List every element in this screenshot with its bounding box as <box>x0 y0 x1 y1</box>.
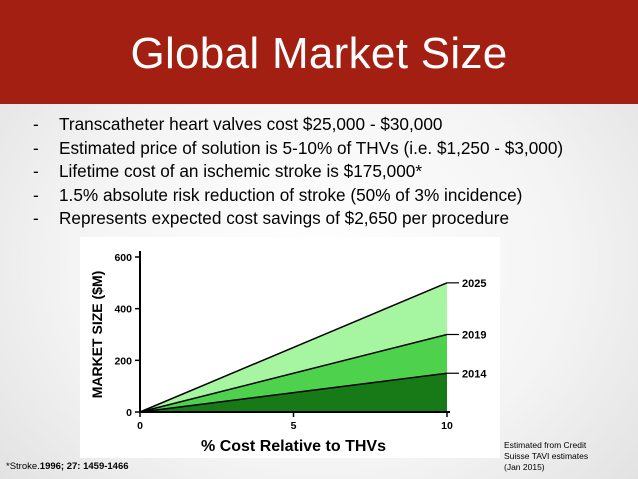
series-label-2019: 2019 <box>462 330 486 342</box>
bullet-item: - Transcatheter heart valves cost $25,000… <box>33 113 563 137</box>
bullet-text: Estimated price of solution is 5-10% of … <box>59 137 564 158</box>
x-tick-label: 10 <box>441 420 453 432</box>
bullet-item: - Represents expected cost savings of $2,… <box>33 207 563 231</box>
bullet-item: - Lifetime cost of an ischemic stroke is … <box>33 160 563 184</box>
bullet-marker: - <box>33 114 39 134</box>
series-label-2025: 2025 <box>462 278 486 290</box>
bullet-marker: - <box>33 208 39 229</box>
series-line-2014 <box>139 372 448 413</box>
bullet-item: - Estimated price of solution is 5-10% of… <box>33 137 563 161</box>
bullet-text: Lifetime cost of an ischemic stroke is $… <box>59 161 423 182</box>
footnote: *Stroke.1996; 27: 1459-1466 <box>6 461 129 472</box>
bullet-marker: - <box>33 184 39 205</box>
bullet-marker: - <box>33 137 39 158</box>
series-line-2019 <box>139 333 448 413</box>
bullet-text: 1.5% absolute risk reduction of stroke (… <box>59 184 523 205</box>
series-label-2014: 2014 <box>462 368 487 380</box>
chart-svg: 0 200 400 600 0 5 10 2025 2019 2014 % Cost Relativ… <box>89 251 487 455</box>
title-bar: Global Market Size <box>0 0 638 104</box>
y-tick-label: 400 <box>114 304 132 316</box>
bullet-item: -1.5% absolute risk reduction of stroke … <box>33 184 563 208</box>
y-tick-label: 200 <box>114 355 132 367</box>
source-note-line: (Jan 2015) <box>504 462 545 472</box>
series-line-2025 <box>139 282 448 413</box>
slide-title: Global Market Size <box>130 29 508 78</box>
bullet-list: - Transcatheter heart valves cost $25,000… <box>33 113 563 231</box>
source-note-line: Estimated from Credit <box>504 440 587 450</box>
source-note-line: Suisse TAVI estimates <box>504 451 589 461</box>
bullet-text: Transcatheter heart valves cost $25,000 … <box>59 114 443 134</box>
footnote-citation: 1996; 27: 1459-1466 <box>39 461 129 472</box>
market-size-chart: 0 200 400 600 0 5 10 2025 2019 2014 % Cost Relativ… <box>80 237 500 458</box>
bullet-marker: - <box>33 161 39 182</box>
y-tick-label: 0 <box>126 407 132 419</box>
footnote-prefix: *Stroke. <box>6 461 40 472</box>
x-tick-label: 5 <box>291 420 297 432</box>
source-note: Estimated from Credit Suisse TAVI estima… <box>504 440 624 473</box>
x-axis-title: % Cost Relative to THVs <box>201 438 386 455</box>
y-tick-label: 600 <box>114 252 132 264</box>
bullet-text: Represents expected cost savings of $2,6… <box>59 208 510 229</box>
x-tick-label: 0 <box>137 420 143 432</box>
y-axis-title: MARKET SIZE ($M) <box>89 271 105 399</box>
